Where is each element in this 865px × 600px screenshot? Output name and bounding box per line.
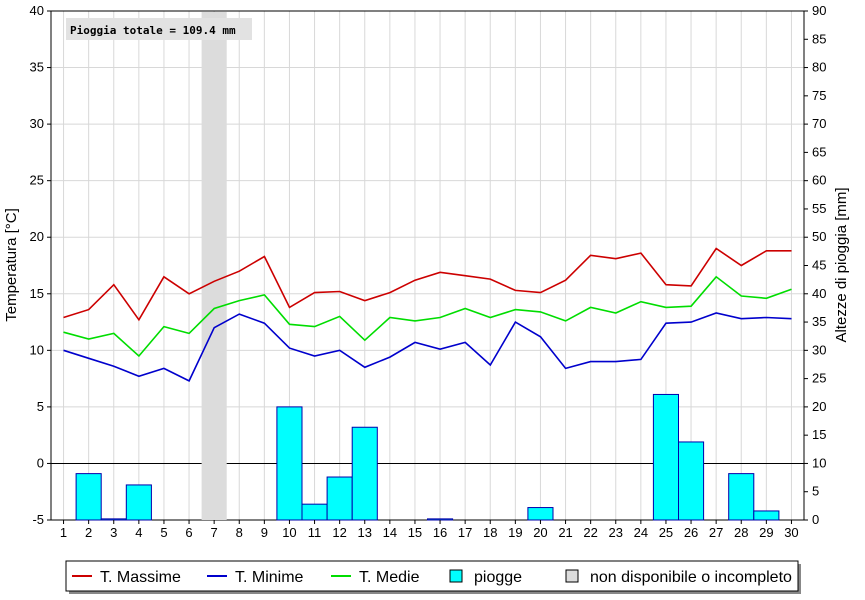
x-tick-label: 23 — [609, 525, 623, 540]
temperature-lines — [63, 247, 792, 382]
right-tick-label: 30 — [812, 342, 826, 357]
left-axis-title: Temperatura [°C] — [3, 208, 20, 322]
legend-label: piogge — [474, 569, 522, 586]
right-axis-title: Altezze di pioggia [mm] — [833, 187, 850, 342]
x-tick-label: 7 — [211, 525, 218, 540]
x-tick-label: 20 — [533, 525, 547, 540]
right-tick-label: 85 — [812, 31, 826, 46]
x-tick-label: 30 — [784, 525, 798, 540]
left-tick-label: 0 — [37, 455, 44, 470]
right-tick-label: 5 — [812, 484, 819, 499]
legend-label: T. Massime — [100, 569, 181, 586]
right-tick-label: 10 — [812, 455, 826, 470]
legend-box-swatch — [565, 569, 579, 583]
x-tick-label: 3 — [110, 525, 117, 540]
annotation-box — [66, 18, 252, 40]
left-tick-label: 30 — [30, 116, 44, 131]
x-tick-label: 27 — [709, 525, 723, 540]
left-tick-label: 40 — [30, 3, 44, 18]
x-tick-label: 17 — [458, 525, 472, 540]
rain-bar — [427, 518, 454, 521]
rain-bar — [301, 503, 328, 521]
right-tick-label: 20 — [812, 399, 826, 414]
left-tick-label: 15 — [30, 286, 44, 301]
right-tick-label: 15 — [812, 427, 826, 442]
left-tick-label: 35 — [30, 60, 44, 75]
right-tick-label: 75 — [812, 88, 826, 103]
legend-box — [65, 560, 799, 592]
right-tick-label: 45 — [812, 258, 826, 273]
x-tick-label: 19 — [508, 525, 522, 540]
rain-bar — [326, 476, 353, 521]
x-tick-label: 21 — [558, 525, 572, 540]
annotation-text: Pioggia totale = 109.4 mm — [70, 24, 236, 37]
right-tick-label: 80 — [812, 60, 826, 75]
rain-bar — [728, 473, 755, 521]
legend: T. Massime T. Minime T. Medie piogge non dis… — [65, 560, 801, 594]
rain-bar — [351, 426, 378, 521]
x-tick-label: 1 — [60, 525, 67, 540]
legend-label: T. Medie — [359, 569, 420, 586]
x-tick-label: 2 — [85, 525, 92, 540]
rain-bar — [125, 484, 152, 521]
left-tick-label: 20 — [30, 229, 44, 244]
series-line — [63, 247, 792, 322]
unavailable-day-band — [201, 12, 227, 520]
right-tick-label: 70 — [812, 116, 826, 131]
x-tick-label: 5 — [160, 525, 167, 540]
left-tick-label: 25 — [30, 173, 44, 188]
rain-bars — [75, 393, 780, 521]
x-tick-label: 25 — [659, 525, 673, 540]
x-tick-label: 13 — [358, 525, 372, 540]
legend-box-swatch — [449, 569, 463, 583]
left-tick-label: 5 — [37, 399, 44, 414]
left-tick-label: 10 — [30, 342, 44, 357]
right-axis-ticks: 0 5 10 15 20 25 30 35 40 45 50 55 60 65 70 75 80 85 90 — [804, 3, 826, 527]
x-tick-label: 4 — [135, 525, 142, 540]
series-line — [63, 275, 792, 358]
x-tick-label: 6 — [185, 525, 192, 540]
x-tick-label: 16 — [433, 525, 447, 540]
x-tick-label: 26 — [684, 525, 698, 540]
right-tick-label: 60 — [812, 173, 826, 188]
x-axis-ticks: 1 2 3 4 5 6 7 8 9 10 11 12 13 14 15 16 17 18 19 20 21 22 23 24 2… — [60, 520, 799, 540]
left-axis-ticks: -5 0 5 10 15 20 25 30 35 40 — [30, 3, 51, 527]
right-tick-label: 35 — [812, 314, 826, 329]
x-tick-label: 18 — [483, 525, 497, 540]
x-tick-label: 24 — [634, 525, 648, 540]
right-tick-label: 90 — [812, 3, 826, 18]
rain-bar — [75, 473, 102, 521]
legend-label: T. Minime — [235, 569, 304, 586]
rain-bar — [753, 510, 780, 521]
rain-bar — [276, 406, 303, 521]
legend-label: non disponibile o incompleto — [590, 569, 792, 586]
right-tick-label: 55 — [812, 201, 826, 216]
x-tick-label: 28 — [734, 525, 748, 540]
right-tick-label: 65 — [812, 144, 826, 159]
right-tick-label: 25 — [812, 371, 826, 386]
x-tick-label: 8 — [236, 525, 243, 540]
total-rain-annotation: Pioggia totale = 109.4 mm — [66, 18, 252, 40]
rain-bar — [100, 518, 127, 521]
x-tick-label: 29 — [759, 525, 773, 540]
x-tick-label: 14 — [383, 525, 397, 540]
x-tick-label: 15 — [408, 525, 422, 540]
right-tick-label: 40 — [812, 286, 826, 301]
x-tick-label: 22 — [583, 525, 597, 540]
x-tick-label: 10 — [282, 525, 296, 540]
x-tick-label: 9 — [261, 525, 268, 540]
rain-bar — [678, 441, 705, 521]
right-tick-label: 0 — [812, 512, 819, 527]
series-line — [63, 312, 792, 382]
rain-bar — [527, 507, 554, 521]
rain-bar — [652, 393, 680, 521]
x-tick-label: 12 — [332, 525, 346, 540]
left-tick-label: -5 — [32, 512, 44, 527]
right-tick-label: 50 — [812, 229, 826, 244]
x-tick-label: 11 — [308, 525, 322, 540]
unavailable-bands — [201, 12, 227, 520]
